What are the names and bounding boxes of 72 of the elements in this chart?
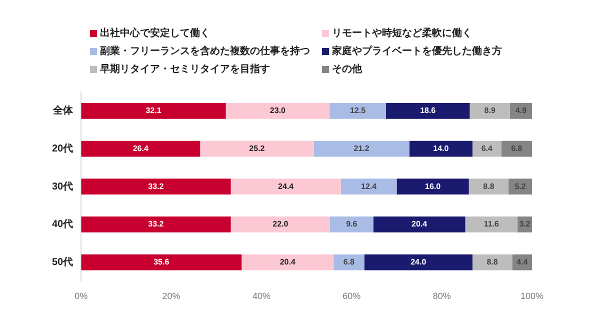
bar — [81, 216, 231, 232]
bar — [508, 178, 532, 195]
bar — [396, 178, 469, 195]
data-label: 5.2 — [514, 182, 526, 191]
x-tick-label: 80% — [432, 291, 451, 302]
bar — [465, 216, 518, 232]
y-tick-label: 50代 — [52, 256, 74, 268]
data-label: 26.4 — [132, 144, 149, 153]
data-label: 21.2 — [354, 144, 370, 153]
data-label: 8.8 — [486, 257, 498, 266]
bar — [81, 140, 200, 157]
data-label: 25.2 — [249, 144, 266, 153]
y-tick-label: 20代 — [52, 142, 74, 155]
data-label: 6.8 — [343, 257, 356, 266]
x-tick-label: 100% — [520, 291, 544, 302]
bar — [314, 140, 410, 157]
bar — [468, 178, 509, 195]
legend-label: 出社中心で安定して働く — [100, 26, 210, 40]
data-label: 11.6 — [484, 220, 500, 229]
legend-label: 家庭やプライベートを優先した働き方 — [332, 44, 502, 58]
legend-label: その他 — [332, 62, 362, 76]
bar — [330, 216, 374, 232]
data-label: 3.2 — [519, 220, 531, 229]
bar — [81, 102, 226, 119]
bar — [81, 178, 231, 195]
bar — [81, 254, 242, 270]
data-label: 4.9 — [515, 106, 528, 116]
data-label: 16.0 — [425, 182, 442, 191]
bar — [230, 178, 341, 195]
bar — [330, 102, 386, 119]
data-label: 12.5 — [350, 106, 366, 116]
data-label: 24.0 — [410, 257, 427, 266]
data-label: 6.8 — [511, 144, 523, 153]
bar — [409, 140, 472, 157]
bar — [200, 140, 314, 157]
bar — [364, 254, 472, 270]
data-label: 14.0 — [433, 144, 450, 153]
x-tick-label: 60% — [342, 291, 361, 302]
data-label: 20.4 — [280, 257, 296, 266]
y-tick-label: 全体 — [52, 104, 74, 117]
y-tick-label: 40代 — [52, 218, 74, 230]
data-label: 8.8 — [483, 182, 495, 191]
bar — [373, 216, 466, 232]
bar — [470, 102, 510, 119]
bar — [472, 140, 502, 157]
bar — [472, 254, 512, 270]
data-label: 33.2 — [148, 182, 164, 191]
legend-label: リモートや時短など柔軟に働く — [332, 26, 472, 40]
data-label: 9.6 — [346, 220, 358, 229]
data-label: 4.4 — [516, 257, 528, 266]
data-label: 35.6 — [154, 257, 170, 266]
x-tick-label: 40% — [252, 291, 270, 302]
bar — [226, 102, 330, 119]
data-label: 12.4 — [360, 182, 378, 191]
data-label: 33.2 — [148, 220, 164, 229]
bar — [230, 216, 330, 232]
bar — [340, 178, 397, 195]
legend-label: 副業・フリーランスを含めた複数の仕事を持つ — [100, 44, 310, 58]
y-tick-label: 30代 — [52, 180, 74, 192]
data-label: 24.4 — [278, 182, 294, 191]
bar — [242, 254, 334, 270]
data-label: 18.6 — [420, 106, 436, 116]
data-label: 22.0 — [272, 220, 289, 229]
data-label: 8.9 — [484, 106, 496, 116]
data-label: 32.1 — [146, 106, 162, 116]
bar — [386, 102, 470, 119]
x-tick-label: 0% — [74, 291, 88, 302]
legend-label: 早期リタイア・セミリタイアを目指す — [100, 62, 270, 76]
data-label: 23.0 — [270, 106, 286, 116]
x-tick-label: 20% — [162, 291, 180, 302]
data-label: 20.4 — [411, 220, 428, 229]
data-label: 6.4 — [481, 144, 494, 153]
